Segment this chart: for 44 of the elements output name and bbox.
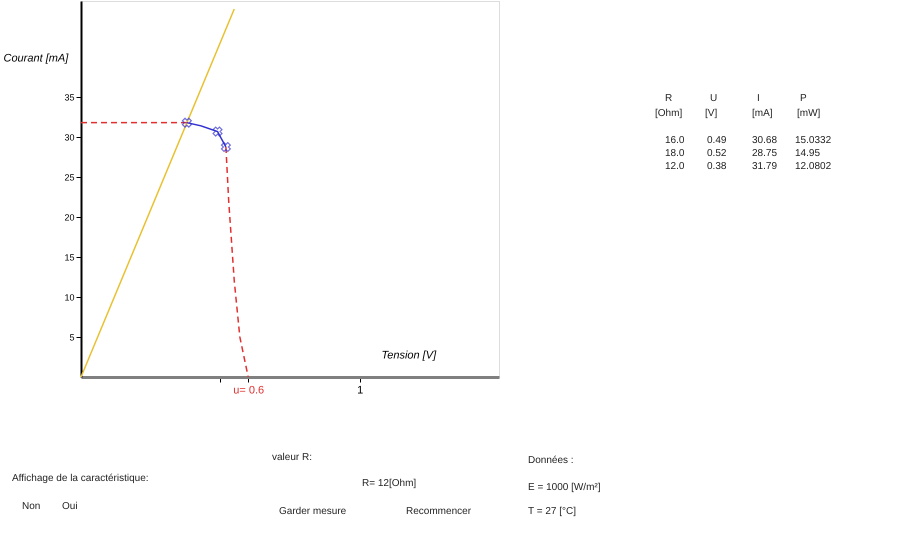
y-tick-label: 30 <box>64 132 74 142</box>
y-tick-label: 10 <box>64 292 74 302</box>
text: 14.95 <box>795 148 820 159</box>
y-tick-label: 20 <box>64 212 74 222</box>
text: 30.68 <box>752 135 778 146</box>
x-tick-label: 1 <box>357 384 364 396</box>
x-axis-title: Tension [V] <box>382 350 438 362</box>
text: P <box>800 93 807 104</box>
text: I <box>757 93 760 104</box>
text: [mA] <box>752 108 773 119</box>
y-tick-label: 15 <box>64 252 74 262</box>
text: 31.79 <box>752 161 778 172</box>
text: [mW] <box>797 108 821 119</box>
x-tick-label: u= 0.6 <box>233 384 264 396</box>
text: R <box>665 93 672 104</box>
text: Oui <box>62 501 78 512</box>
text: R= 12[Ohm] <box>362 478 416 489</box>
text: [Ohm] <box>655 108 682 119</box>
y-tick-label: 35 <box>64 92 74 102</box>
text: 12.0802 <box>795 161 832 172</box>
text: [V] <box>705 108 718 119</box>
point <box>182 118 192 128</box>
text: valeur R: <box>272 452 312 463</box>
y-tick-label: 5 <box>69 332 74 342</box>
point <box>212 126 223 137</box>
y-tick-label: 25 <box>64 172 74 182</box>
text: T = 27 [°C] <box>528 506 576 517</box>
text: 28.75 <box>752 148 778 159</box>
text: 18.0 <box>665 148 685 159</box>
point <box>220 142 231 152</box>
text: 0.52 <box>707 148 727 159</box>
text: 0.49 <box>707 135 727 146</box>
text: Données : <box>528 455 574 466</box>
text: Garder mesure <box>279 506 347 517</box>
text: 0.38 <box>707 161 727 172</box>
text: E = 1000 [W/m²] <box>528 482 601 493</box>
text: 15.0332 <box>795 135 832 146</box>
text: U <box>710 93 718 104</box>
text: Non <box>22 501 40 512</box>
text: 12.0 <box>665 161 685 172</box>
text: Affichage de la caractéristique: <box>12 473 149 484</box>
text: 16.0 <box>665 135 685 146</box>
y-axis-title: Courant [mA] <box>4 52 70 64</box>
text: Recommencer <box>406 506 472 517</box>
